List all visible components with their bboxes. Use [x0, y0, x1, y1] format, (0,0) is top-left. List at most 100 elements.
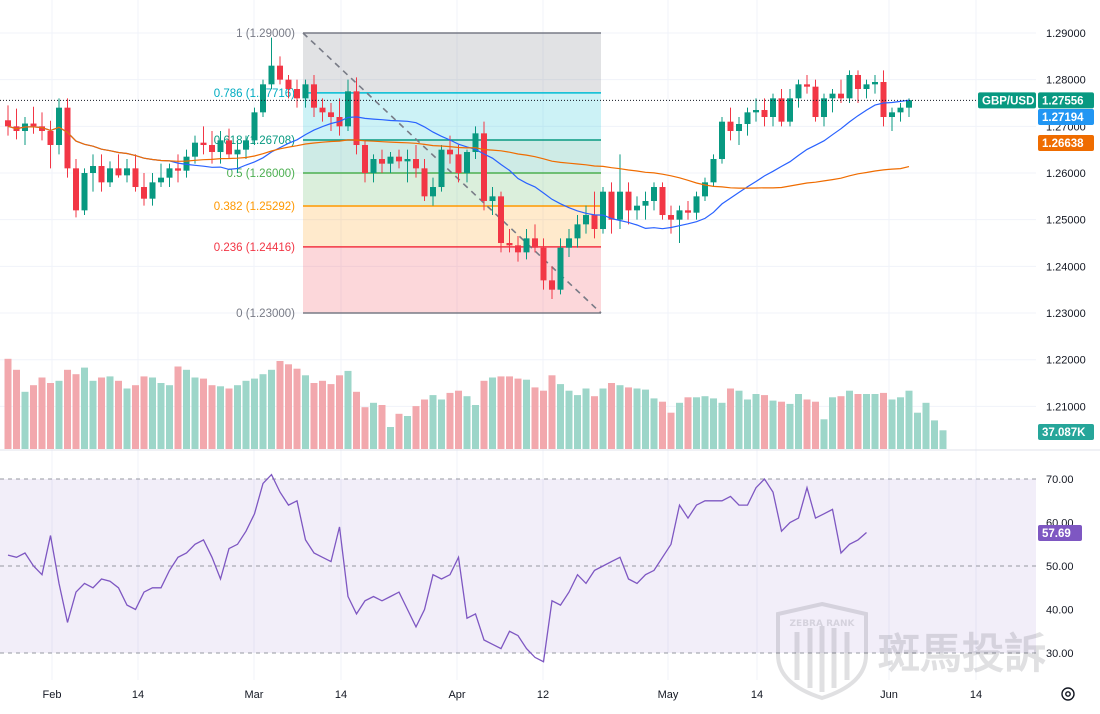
candle-body: [39, 126, 45, 132]
volume-bar: [684, 397, 692, 449]
rsi-value-badge: 57.69: [1042, 528, 1071, 540]
candle-body: [81, 173, 88, 211]
volume-bar: [183, 369, 190, 449]
candle-body: [727, 121, 734, 132]
candle-body: [761, 110, 768, 118]
time-tick-label: 14: [335, 689, 347, 701]
time-tick-label: May: [658, 689, 679, 701]
candle-body: [132, 168, 139, 188]
candle-body: [770, 98, 776, 118]
volume-bar: [888, 399, 896, 449]
time-tick-label: Jun: [880, 689, 898, 701]
volume-bar: [557, 384, 564, 449]
volume-bar: [854, 394, 862, 449]
candle-body: [404, 159, 411, 162]
candle-body: [880, 82, 887, 118]
volume-bar: [633, 388, 641, 449]
volume-bar: [846, 390, 853, 449]
volume-bar: [344, 370, 352, 449]
volume-bar: [472, 405, 479, 449]
candle-body: [166, 168, 173, 178]
candle-body: [846, 75, 853, 99]
price-axis[interactable]: 1.290001.280001.270001.260001.250001.240…: [1046, 28, 1086, 660]
volume-bar: [166, 385, 173, 449]
candle-body: [413, 159, 419, 169]
volume-bar: [64, 369, 71, 449]
volume-badge: 37.087K: [1042, 427, 1086, 439]
candle-body: [566, 238, 572, 248]
candle-body: [30, 123, 37, 127]
volume-bar: [302, 375, 309, 449]
volume-bar: [4, 358, 12, 449]
volume-bar: [446, 392, 454, 449]
volume-bar: [234, 385, 241, 449]
candle-body: [617, 191, 623, 220]
volume-bar: [81, 367, 88, 449]
volume-bar: [106, 376, 114, 449]
candle-body: [73, 168, 79, 211]
volume-bar: [812, 401, 819, 449]
price-tick-label: 1.28000: [1046, 75, 1086, 87]
rsi-tick-label: 30.00: [1046, 648, 1074, 660]
candle-body: [5, 120, 11, 127]
volume-bar: [242, 380, 250, 449]
volume-bar: [404, 416, 411, 449]
candle-body: [285, 79, 292, 90]
rsi-tick-label: 50.00: [1046, 561, 1074, 573]
volume-bar: [786, 403, 794, 449]
candle-body: [600, 191, 606, 230]
candle-body: [744, 112, 751, 125]
gear-icon[interactable]: [1061, 687, 1075, 701]
volume-bar: [820, 419, 828, 449]
volume-bar: [676, 402, 683, 449]
volume-bar: [225, 388, 233, 449]
candle-body: [634, 205, 640, 211]
candle-body: [268, 65, 275, 85]
price-tick-label: 1.22000: [1046, 355, 1086, 367]
time-tick-label: 12: [537, 689, 549, 701]
candle-body: [659, 187, 666, 216]
volume-bar: [115, 380, 122, 449]
candle-body: [515, 245, 521, 253]
volume-bar: [837, 396, 845, 449]
last-price-badge: 1.27556: [1042, 95, 1084, 107]
candle-body: [897, 107, 904, 113]
volume-bar: [310, 383, 318, 449]
candle-body: [642, 201, 649, 206]
volume-bar: [268, 369, 275, 449]
candle-body: [685, 210, 691, 213]
time-tick-label: Apr: [448, 689, 465, 701]
candle-body: [438, 149, 445, 188]
candle-body: [353, 91, 360, 146]
volume-bar: [608, 383, 615, 449]
candle-body: [209, 145, 215, 153]
time-axis[interactable]: Feb 14 Mar 14 Apr 12 May 14 Jun 14: [43, 689, 983, 701]
volume-bar: [591, 396, 598, 449]
candle-body: [498, 196, 504, 244]
volume-bar: [829, 397, 836, 449]
volume-bar: [370, 402, 377, 449]
rsi-line: [7, 473, 867, 663]
volume-bar: [922, 402, 930, 449]
volume-bar: [438, 399, 445, 449]
volume-bar: [293, 368, 301, 449]
volume-bar: [395, 413, 403, 449]
time-tick-label: 14: [132, 689, 144, 701]
fib-level-label: 1 (1.29000): [236, 28, 295, 40]
volume-bar: [897, 397, 904, 449]
time-tick-label: 14: [970, 689, 982, 701]
price-badges: GBP/USD 1.27556 1.27194 1.26638 37.087K 57.69: [978, 92, 1094, 541]
candle-body: [90, 166, 96, 174]
watermark-brand-en: ZEBRA RANK: [790, 619, 856, 629]
fib-retracement[interactable]: 1 (1.29000)0.786 (1.27716)0.618 (1.26708…: [214, 28, 602, 320]
rsi-tick-label: 40.00: [1046, 605, 1074, 617]
time-tick-label: Feb: [43, 689, 62, 701]
candle-body: [175, 168, 181, 171]
candle-body: [481, 133, 487, 202]
volume-bar: [769, 400, 777, 449]
fib-zone: [303, 33, 601, 93]
volume-bar: [327, 384, 335, 449]
candle-body: [583, 215, 589, 225]
fib-zone: [303, 173, 601, 207]
